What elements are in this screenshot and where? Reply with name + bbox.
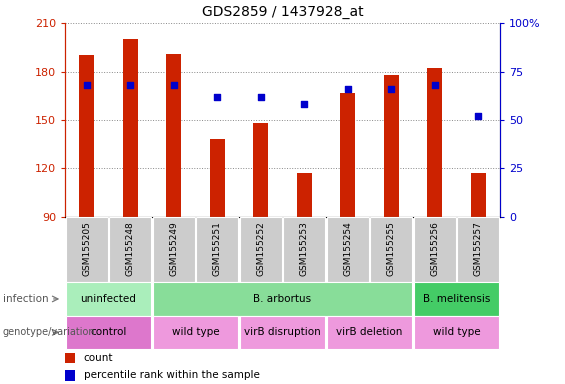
Bar xyxy=(153,217,194,282)
Bar xyxy=(166,54,181,217)
Bar xyxy=(471,173,486,217)
Bar xyxy=(327,316,412,349)
Point xyxy=(82,82,92,88)
Text: GSM155254: GSM155254 xyxy=(344,221,352,276)
Bar xyxy=(79,55,94,217)
Point xyxy=(299,101,308,108)
Point xyxy=(257,94,266,100)
Bar xyxy=(284,217,325,282)
Text: percentile rank within the sample: percentile rank within the sample xyxy=(84,370,259,381)
Bar xyxy=(427,68,442,217)
Text: virB deletion: virB deletion xyxy=(336,327,403,338)
Bar xyxy=(384,75,399,217)
Bar xyxy=(371,217,412,282)
Bar xyxy=(153,316,238,349)
Bar xyxy=(110,217,151,282)
Bar xyxy=(414,217,455,282)
Bar xyxy=(210,139,225,217)
Bar xyxy=(66,282,151,316)
Bar xyxy=(65,370,75,381)
Bar xyxy=(65,353,75,363)
Text: GSM155251: GSM155251 xyxy=(213,221,221,276)
Text: GSM155255: GSM155255 xyxy=(387,221,396,276)
Text: GSM155205: GSM155205 xyxy=(82,221,91,276)
Point xyxy=(386,86,396,92)
Bar xyxy=(66,316,151,349)
Bar xyxy=(253,123,268,217)
Text: GSM155257: GSM155257 xyxy=(474,221,483,276)
Text: infection: infection xyxy=(3,294,49,304)
Point xyxy=(170,82,179,88)
Bar xyxy=(414,282,499,316)
Text: GSM155248: GSM155248 xyxy=(126,221,134,276)
Text: genotype/variation: genotype/variation xyxy=(3,327,95,338)
Bar xyxy=(240,217,281,282)
Text: control: control xyxy=(90,327,127,338)
Bar xyxy=(197,217,238,282)
Text: uninfected: uninfected xyxy=(81,294,136,304)
Point xyxy=(212,94,221,100)
Bar xyxy=(297,173,312,217)
Text: GSM155256: GSM155256 xyxy=(431,221,439,276)
Point xyxy=(343,86,353,92)
Bar xyxy=(240,316,325,349)
Bar xyxy=(66,217,107,282)
Text: GSM155252: GSM155252 xyxy=(257,221,265,276)
Bar xyxy=(153,282,412,316)
Title: GDS2859 / 1437928_at: GDS2859 / 1437928_at xyxy=(202,5,363,19)
Point xyxy=(126,82,135,88)
Text: virB disruption: virB disruption xyxy=(244,327,321,338)
Bar xyxy=(340,93,355,217)
Point xyxy=(431,82,440,88)
Text: B. arbortus: B. arbortus xyxy=(254,294,311,304)
Text: GSM155253: GSM155253 xyxy=(300,221,308,276)
Bar xyxy=(327,217,368,282)
Point xyxy=(473,113,483,119)
Text: wild type: wild type xyxy=(172,327,219,338)
Text: count: count xyxy=(84,353,113,363)
Text: B. melitensis: B. melitensis xyxy=(423,294,490,304)
Bar xyxy=(123,39,138,217)
Text: GSM155249: GSM155249 xyxy=(170,221,178,276)
Bar xyxy=(414,316,499,349)
Text: wild type: wild type xyxy=(433,327,480,338)
Bar xyxy=(458,217,499,282)
